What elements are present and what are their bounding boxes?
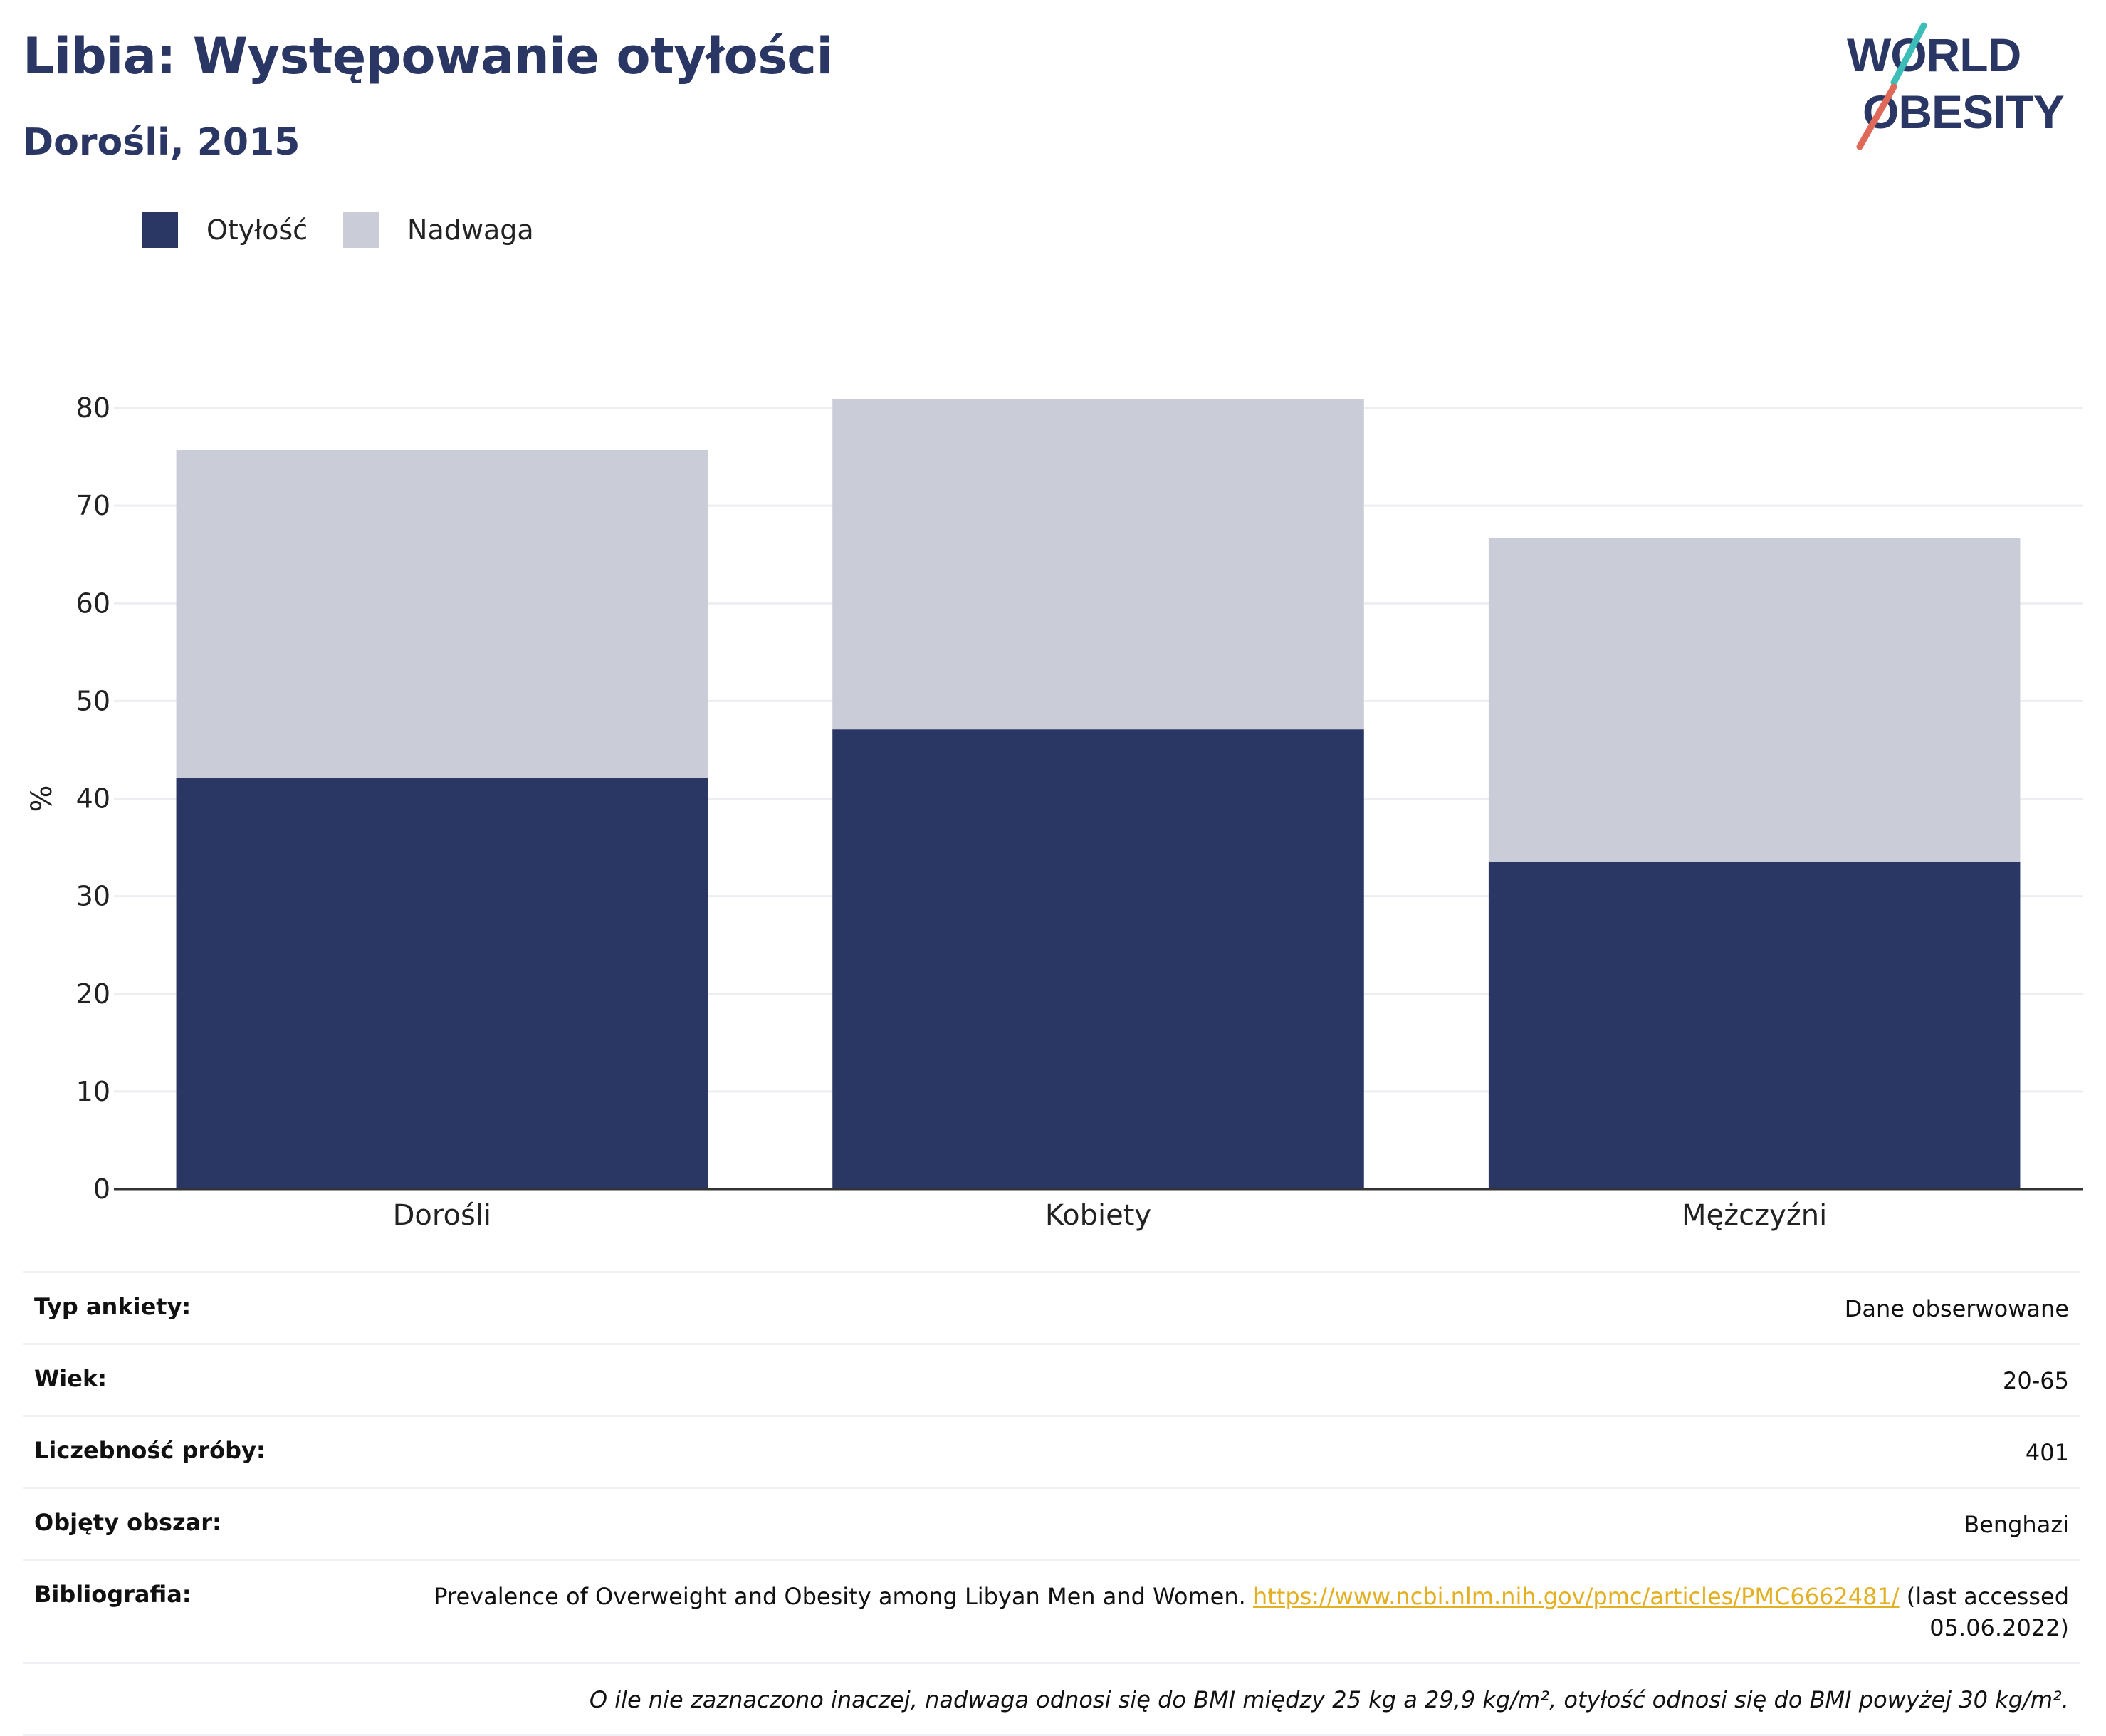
y-tick-label: 70 — [76, 490, 110, 521]
bibliography-text: Prevalence of Overweight and Obesity amo… — [434, 1583, 1246, 1610]
info-value: 401 — [2025, 1439, 2069, 1466]
page-title: Libia: Występowanie otyłości — [23, 27, 833, 85]
y-tick-label: 20 — [76, 978, 110, 1010]
info-value: Dane obserwowane — [1844, 1295, 2069, 1322]
svg-text:WORLD: WORLD — [1847, 28, 2021, 81]
legend-swatch-obesity — [142, 212, 178, 248]
info-key: Liczebność próby: — [34, 1437, 266, 1464]
legend-item-obesity[interactable]: Otyłość — [142, 212, 308, 248]
x-tick-label: Mężczyźni — [1682, 1199, 1827, 1232]
survey-info-table: Typ ankiety: Dane obserwowane Wiek: 20-6… — [23, 1271, 2080, 1736]
info-row-area: Objęty obszar: Benghazi — [23, 1487, 2080, 1559]
y-tick-label: 0 — [93, 1173, 110, 1205]
legend-swatch-overweight — [343, 212, 379, 248]
y-tick-label: 50 — [76, 685, 110, 716]
bibliography-value: Prevalence of Overweight and Obesity amo… — [431, 1581, 2069, 1643]
y-tick-label: 60 — [76, 587, 110, 619]
legend-item-overweight[interactable]: Nadwaga — [343, 212, 534, 248]
definition-note: O ile nie zaznaczono inaczej, nadwaga od… — [589, 1686, 2069, 1713]
info-row-age: Wiek: 20-65 — [23, 1343, 2080, 1415]
bar-obesity — [176, 778, 708, 1189]
bar-chart: 0 10 20 30 40 50 60 70 80% Dorośli Kobiety Mężczyźn… — [26, 392, 2083, 1232]
x-tick-label: Dorośli — [393, 1199, 491, 1232]
bar-obesity — [832, 729, 1364, 1189]
svg-text:OBESITY: OBESITY — [1863, 85, 2064, 138]
info-key: Bibliografia: — [34, 1581, 192, 1608]
legend-label-obesity: Otyłość — [206, 214, 308, 246]
y-axis-label: % — [26, 785, 58, 812]
bar-overweight — [832, 399, 1364, 730]
info-row-survey-type: Typ ankiety: Dane obserwowane — [23, 1271, 2080, 1343]
bar-overweight — [1488, 538, 2021, 862]
info-value: 20-65 — [2003, 1367, 2069, 1394]
page-subtitle: Dorośli, 2015 — [23, 121, 300, 164]
info-row-sample-size: Liczebność próby: 401 — [23, 1415, 2080, 1487]
y-tick-label: 80 — [76, 392, 110, 424]
info-key: Typ ankiety: — [34, 1293, 192, 1320]
info-key: Objęty obszar: — [34, 1509, 221, 1536]
x-tick-label: Kobiety — [1045, 1199, 1151, 1232]
info-value: Benghazi — [1964, 1511, 2069, 1538]
bibliography-link[interactable]: https://www.ncbi.nlm.nih.gov/pmc/article… — [1252, 1583, 1900, 1610]
info-row-note: O ile nie zaznaczono inaczej, nadwaga od… — [23, 1662, 2080, 1736]
y-tick-label: 10 — [76, 1076, 110, 1107]
y-tick-label: 30 — [76, 881, 110, 912]
chart-legend: Otyłość Nadwaga — [142, 211, 570, 249]
info-key: Wiek: — [34, 1365, 108, 1392]
y-tick-label: 40 — [76, 783, 110, 815]
bar-obesity — [1488, 862, 2021, 1189]
world-obesity-logo: WORLD OBESITY — [1847, 22, 2065, 150]
info-row-bibliography: Bibliografia: Prevalence of Overweight a… — [23, 1559, 2080, 1662]
bibliography-suffix: (last accessed 05.06.2022) — [1906, 1583, 2069, 1641]
bar-overweight — [176, 449, 708, 778]
legend-label-overweight: Nadwaga — [407, 214, 534, 246]
